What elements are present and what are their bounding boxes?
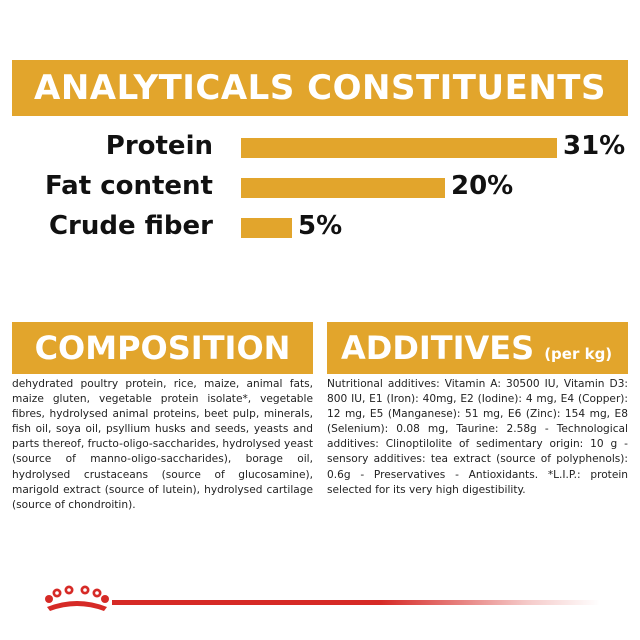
fat-content-bar <box>241 178 445 198</box>
additives-subtitle: (per kg) <box>544 345 613 363</box>
protein-bar <box>241 138 557 158</box>
protein-label: Protein <box>105 131 213 161</box>
composition-banner: COMPOSITION <box>12 322 313 374</box>
composition-title: COMPOSITION <box>34 329 291 367</box>
additives-title: ADDITIVES <box>341 329 535 367</box>
protein-value: 31% <box>563 131 626 161</box>
crude-fiber-value: 5% <box>298 211 343 241</box>
composition-text: dehydrated poultry protein, rice, maize,… <box>12 378 313 511</box>
additives-text: Nutritional additives: Vitamin A: 30500 … <box>327 378 628 496</box>
crude-fiber-label: Crude fiber <box>48 211 213 241</box>
crown-icon <box>45 585 109 611</box>
fat-content-value: 20% <box>451 171 514 201</box>
footer-red-line <box>112 600 600 605</box>
additives-banner: ADDITIVES (per kg) <box>327 322 628 374</box>
crude-fiber-bar <box>241 218 292 238</box>
analytical-title: ANALYTICALS CONSTITUENTS <box>34 68 606 108</box>
analytical-constituents-banner: ANALYTICALS CONSTITUENTS <box>12 60 628 116</box>
fat-content-label: Fat content <box>44 171 213 201</box>
